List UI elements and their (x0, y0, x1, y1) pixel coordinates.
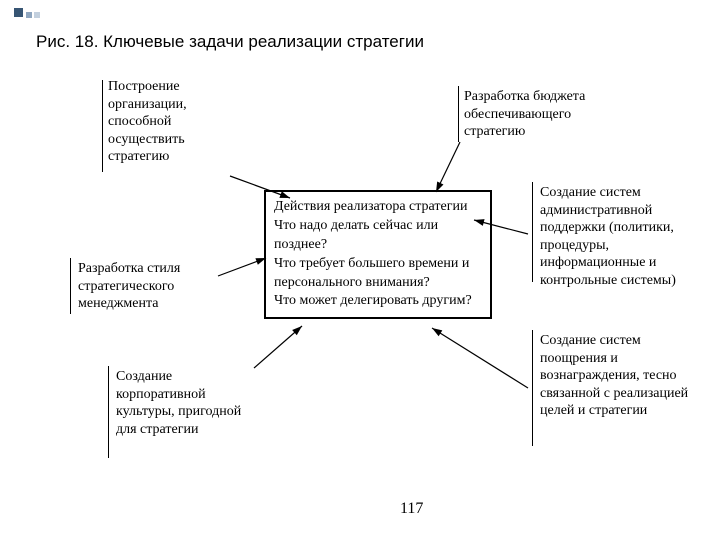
node-n2: Разработка стиля стратегического менеджм… (78, 260, 228, 313)
node-vline-1 (70, 258, 71, 314)
arrow-line-5 (432, 328, 528, 388)
arrow-head-2 (292, 326, 302, 335)
node-n3: Создание корпоративной культуры, пригодн… (116, 368, 256, 438)
node-vline-4 (532, 182, 533, 282)
node-n5: Создание систем административной поддерж… (540, 184, 710, 289)
node-vline-0 (102, 80, 103, 172)
node-vline-2 (108, 366, 109, 458)
center-box: Действия реализатора стратегии Что надо … (264, 190, 492, 319)
page-number: 117 (400, 500, 423, 518)
node-vline-5 (532, 330, 533, 446)
node-n1: Построение организации, способной осущес… (108, 78, 238, 166)
arrow-line-3 (436, 142, 460, 192)
node-n4: Разработка бюджета обеспечивающего страт… (464, 88, 624, 141)
diagram-stage: Действия реализатора стратегии Что надо … (0, 0, 720, 540)
node-n6: Создание систем поощрения и вознагражден… (540, 332, 700, 420)
node-vline-3 (458, 86, 459, 142)
arrow-head-5 (432, 328, 442, 336)
arrow-line-2 (254, 326, 302, 368)
